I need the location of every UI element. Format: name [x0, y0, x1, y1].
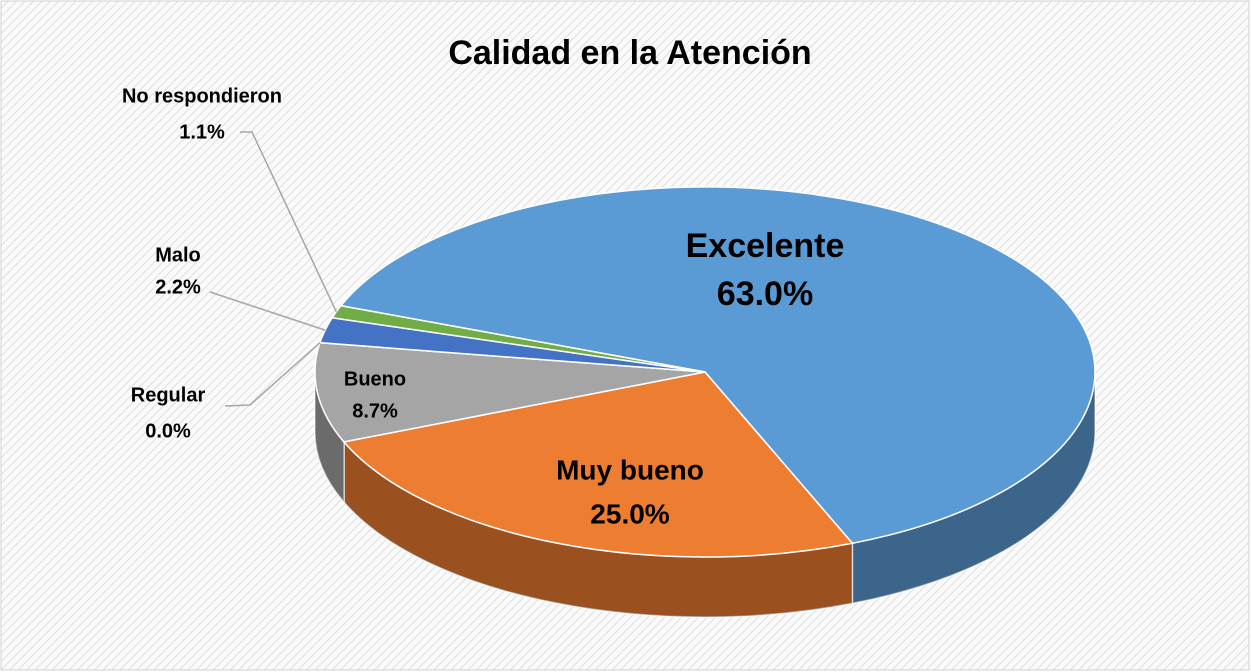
slice-label: Malo: [155, 244, 201, 266]
pie-side-shade: [315, 372, 344, 502]
slice-value-label: 0.0%: [145, 420, 191, 442]
pie-side-shade: [852, 372, 1095, 604]
slice-value-label: 2.2%: [155, 276, 201, 298]
chart-title: Calidad en la Atención: [448, 34, 811, 72]
pie-labels: Excelente 63.0% Muy bueno 25.0% Bueno 8.7% Reg…: [122, 85, 844, 529]
leader-line: [224, 342, 321, 407]
leader-line: [209, 291, 326, 331]
pie-slice: [339, 186, 1096, 545]
pie-tops: [314, 186, 1096, 558]
slice-value-label: 25.0%: [590, 498, 669, 529]
pie-side-shade: [343, 441, 853, 617]
pie-sides: [314, 371, 1096, 618]
slice-label: Bueno: [344, 368, 406, 390]
slice-label: Excelente: [686, 227, 845, 265]
slice-label: Muy bueno: [556, 454, 704, 485]
slice-value-label: 8.7%: [352, 400, 398, 422]
slice-value-label: 1.1%: [179, 121, 225, 143]
slice-label: Regular: [131, 384, 206, 406]
pie-slice: [314, 341, 706, 443]
slice-label: No respondieron: [122, 85, 282, 107]
slice-value-label: 63.0%: [717, 275, 813, 313]
pie-slice: [342, 371, 854, 558]
leader-line: [240, 131, 337, 313]
pie-slice: [330, 304, 706, 373]
